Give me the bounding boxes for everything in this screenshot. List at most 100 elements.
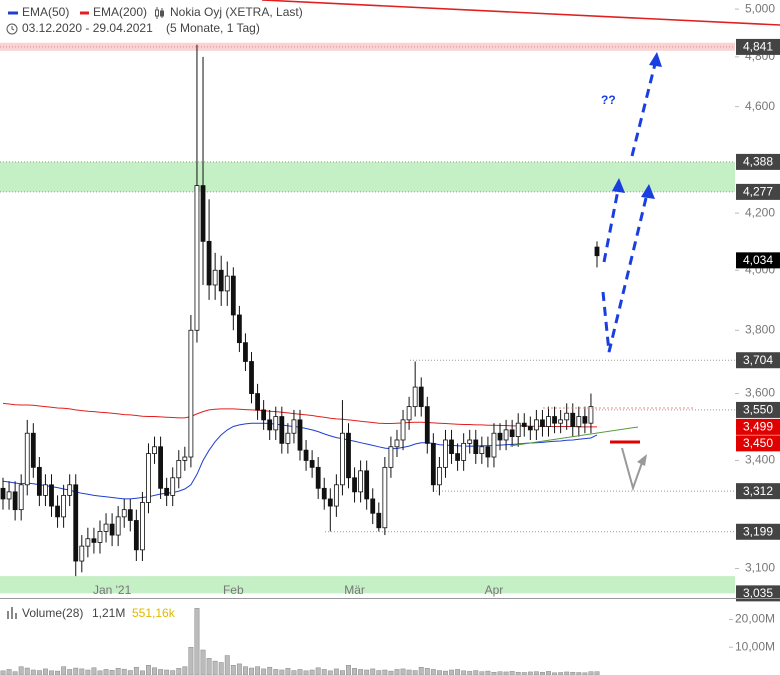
volume-bar: [455, 669, 461, 675]
volume-bar: [327, 670, 333, 675]
volume-bar: [388, 670, 394, 675]
candle-body: [249, 361, 254, 394]
candle-body: [552, 416, 557, 424]
candle-body: [127, 509, 133, 521]
zones: [0, 42, 735, 594]
level-label: 3,450: [743, 436, 773, 450]
candle-body: [73, 484, 79, 562]
volume-bar: [218, 662, 224, 675]
candle-body: [200, 185, 206, 242]
candle-body: [243, 342, 248, 362]
trend-line: [261, 0, 780, 26]
volume-bar: [97, 670, 103, 675]
date-range: 03.12.2020 - 29.04.2021: [22, 21, 153, 35]
zone: [0, 161, 735, 192]
axis: Jan '21 Feb Mär Apr3,1003,4003,6003,8004,00…: [93, 1, 780, 653]
candle-body: [527, 426, 533, 431]
volume-bar: [30, 669, 36, 675]
level-box: [736, 183, 780, 200]
candle-body: [0, 487, 6, 500]
candle-body: [437, 466, 442, 486]
candle-body: [515, 422, 521, 438]
level-box: [736, 153, 780, 170]
volume-bar: [36, 670, 42, 675]
volume-bar: [182, 666, 188, 675]
candle-body: [582, 416, 588, 424]
y-tick-label: 3,100: [745, 561, 775, 575]
volume-bar: [121, 668, 127, 675]
candle-body: [479, 446, 485, 454]
period: (5 Monate, 1 Tag): [166, 21, 260, 35]
level-box: [736, 401, 780, 418]
y-tick-label: 4,200: [745, 205, 775, 219]
volume-bar: [79, 668, 85, 675]
volume-bar: [333, 668, 339, 675]
chart-title: Nokia Oyj (XETRA, Last): [170, 5, 303, 19]
volume-bar: [24, 667, 30, 675]
volume-bar: [115, 668, 121, 675]
candle-body: [103, 523, 109, 532]
candle-body: [509, 429, 515, 438]
volume-bar: [400, 668, 406, 675]
volume-bar: [485, 670, 491, 675]
candle-body: [430, 442, 436, 486]
volume-bar: [176, 668, 182, 675]
level-label: 4,388: [743, 155, 773, 169]
y-tick-label: 3,400: [745, 453, 775, 467]
volume-bar: [133, 666, 139, 675]
candle-body: [18, 484, 24, 511]
candle-body: [546, 416, 551, 427]
blue-arrows: [601, 63, 657, 353]
candle-body: [491, 432, 497, 458]
candle-body: [503, 429, 509, 441]
blue-arrow-path: [601, 197, 648, 353]
volume-bar: [564, 671, 570, 675]
volume-bar: [206, 658, 212, 675]
candle-body: [170, 477, 176, 496]
volume-bar: [297, 669, 303, 675]
volume-bar: [249, 667, 254, 675]
candle-body: [321, 487, 327, 500]
blue-arrowhead: [612, 178, 625, 193]
volume-bar: [473, 670, 479, 675]
volume-bar: [546, 671, 551, 675]
volume-bar: [467, 671, 473, 675]
x-tick-label: Apr: [485, 583, 504, 597]
candle-body: [152, 446, 157, 454]
candle-body: [521, 422, 527, 427]
blue-arrow-path: [602, 189, 620, 263]
volume-bar: [103, 669, 109, 675]
candle-body: [261, 409, 267, 421]
volume-bar: [73, 667, 79, 675]
candle-body: [564, 412, 570, 421]
volume-bar: [461, 670, 467, 675]
volume-bar: [188, 646, 194, 675]
volume-bar: [67, 669, 73, 675]
candle-body: [291, 419, 297, 434]
volume-bar: [570, 671, 576, 675]
volume-bar: [515, 671, 521, 675]
candle-body: [467, 439, 473, 444]
candle-body: [473, 439, 479, 454]
candle-body: [140, 502, 145, 551]
candle-body: [455, 453, 460, 461]
zone: [0, 576, 735, 594]
candle-body: [315, 466, 321, 489]
candle-body: [49, 484, 54, 507]
volume-bar: [424, 668, 430, 675]
volume-bar: [158, 669, 164, 675]
volume-bar: [309, 669, 315, 675]
candle-body: [79, 545, 85, 562]
volume-bar: [443, 670, 448, 675]
volume-bar: [497, 671, 503, 675]
candle-body: [485, 446, 491, 458]
y-tick-label: 4,600: [745, 99, 775, 113]
support-line: [509, 426, 639, 447]
volume-bar: [303, 670, 309, 675]
candle-body: [352, 477, 357, 493]
candle-body: [273, 416, 279, 431]
volume-bar: [418, 666, 424, 675]
volume-bar: [339, 670, 345, 675]
candle-body: [109, 523, 115, 536]
level-label: 3,035: [743, 586, 773, 600]
